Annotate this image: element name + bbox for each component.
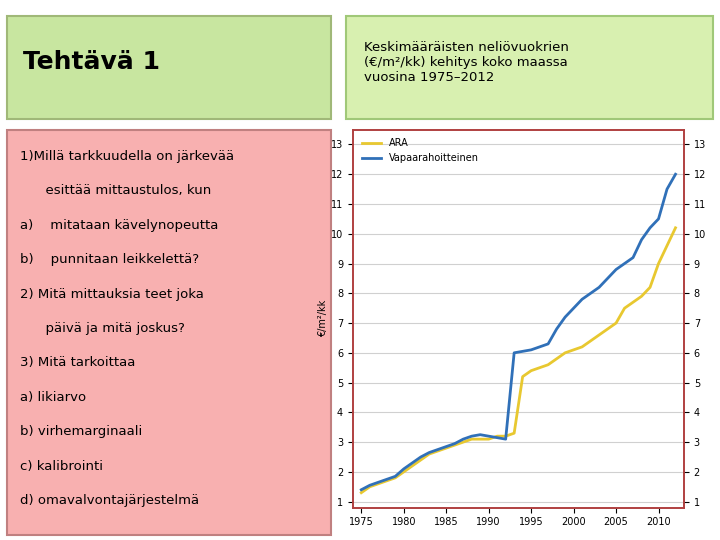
Vapaarahoitteinen bbox=[476, 431, 485, 438]
Vapaarahoitteinen bbox=[586, 290, 595, 296]
ARA bbox=[629, 299, 637, 306]
ARA bbox=[408, 463, 417, 469]
ARA bbox=[518, 373, 527, 380]
ARA bbox=[552, 355, 561, 362]
Text: a) likiarvo: a) likiarvo bbox=[20, 391, 86, 404]
Vapaarahoitteinen bbox=[493, 434, 502, 441]
ARA bbox=[382, 477, 391, 484]
ARA bbox=[493, 433, 502, 440]
FancyBboxPatch shape bbox=[346, 16, 713, 119]
ARA bbox=[416, 457, 425, 463]
ARA bbox=[637, 293, 646, 300]
ARA bbox=[425, 451, 433, 457]
ARA bbox=[374, 481, 382, 487]
FancyBboxPatch shape bbox=[7, 130, 331, 535]
Text: b)    punnitaan leikkelettä?: b) punnitaan leikkelettä? bbox=[20, 253, 199, 266]
ARA bbox=[527, 367, 536, 374]
Vapaarahoitteinen bbox=[408, 460, 417, 466]
ARA bbox=[467, 436, 476, 442]
ARA bbox=[544, 361, 552, 368]
Text: Keskimääräisten neliövuokrien
(€/m²/kk) kehitys koko maassa
vuosina 1975–2012: Keskimääräisten neliövuokrien (€/m²/kk) … bbox=[364, 41, 569, 84]
ARA bbox=[671, 225, 680, 231]
ARA bbox=[366, 483, 374, 490]
ARA bbox=[391, 475, 400, 481]
Vapaarahoitteinen bbox=[612, 266, 621, 273]
Vapaarahoitteinen bbox=[391, 473, 400, 480]
Vapaarahoitteinen bbox=[577, 296, 586, 302]
ARA bbox=[433, 448, 442, 454]
Text: Tehtävä 1: Tehtävä 1 bbox=[23, 50, 161, 75]
Vapaarahoitteinen bbox=[416, 454, 425, 460]
ARA bbox=[400, 469, 408, 475]
Vapaarahoitteinen bbox=[485, 433, 493, 440]
Vapaarahoitteinen bbox=[451, 440, 459, 447]
FancyBboxPatch shape bbox=[7, 16, 331, 119]
ARA bbox=[586, 338, 595, 344]
Line: Vapaarahoitteinen: Vapaarahoitteinen bbox=[361, 174, 675, 490]
ARA bbox=[612, 320, 621, 326]
ARA bbox=[561, 349, 570, 356]
ARA bbox=[510, 430, 518, 436]
Text: päivä ja mitä joskus?: päivä ja mitä joskus? bbox=[20, 322, 185, 335]
Text: 2) Mitä mittauksia teet joka: 2) Mitä mittauksia teet joka bbox=[20, 287, 204, 301]
Y-axis label: €/m²/kk: €/m²/kk bbox=[318, 300, 328, 337]
ARA bbox=[603, 326, 612, 332]
Vapaarahoitteinen bbox=[510, 349, 518, 356]
Vapaarahoitteinen bbox=[646, 225, 654, 231]
Vapaarahoitteinen bbox=[552, 326, 561, 332]
Line: ARA: ARA bbox=[361, 228, 675, 492]
ARA bbox=[535, 364, 544, 371]
Vapaarahoitteinen bbox=[603, 275, 612, 282]
ARA bbox=[476, 436, 485, 442]
Vapaarahoitteinen bbox=[357, 487, 366, 493]
Vapaarahoitteinen bbox=[467, 433, 476, 440]
ARA bbox=[501, 433, 510, 440]
ARA bbox=[577, 343, 586, 350]
Legend: ARA, Vapaarahoitteinen: ARA, Vapaarahoitteinen bbox=[358, 134, 482, 167]
ARA bbox=[442, 445, 451, 451]
Text: a)    mitataan kävelynopeutta: a) mitataan kävelynopeutta bbox=[20, 219, 219, 232]
Text: 3) Mitä tarkoittaa: 3) Mitä tarkoittaa bbox=[20, 356, 135, 369]
ARA bbox=[662, 242, 671, 249]
Vapaarahoitteinen bbox=[400, 465, 408, 472]
Text: d) omavalvontajärjestelmä: d) omavalvontajärjestelmä bbox=[20, 494, 199, 507]
Vapaarahoitteinen bbox=[544, 341, 552, 347]
Vapaarahoitteinen bbox=[374, 479, 382, 485]
Vapaarahoitteinen bbox=[442, 443, 451, 450]
Vapaarahoitteinen bbox=[637, 237, 646, 243]
Vapaarahoitteinen bbox=[629, 254, 637, 261]
Vapaarahoitteinen bbox=[433, 447, 442, 453]
ARA bbox=[570, 347, 578, 353]
Vapaarahoitteinen bbox=[662, 186, 671, 192]
Text: b) virhemarginaali: b) virhemarginaali bbox=[20, 426, 143, 438]
Vapaarahoitteinen bbox=[501, 436, 510, 442]
Vapaarahoitteinen bbox=[561, 314, 570, 320]
Text: esittää mittaustulos, kun: esittää mittaustulos, kun bbox=[20, 184, 212, 197]
Vapaarahoitteinen bbox=[382, 476, 391, 483]
Text: 1)Millä tarkkuudella on järkevää: 1)Millä tarkkuudella on järkevää bbox=[20, 150, 234, 163]
Vapaarahoitteinen bbox=[425, 449, 433, 456]
ARA bbox=[485, 436, 493, 442]
Text: c) kalibrointi: c) kalibrointi bbox=[20, 460, 103, 472]
Vapaarahoitteinen bbox=[620, 260, 629, 267]
ARA bbox=[654, 260, 663, 267]
Vapaarahoitteinen bbox=[671, 171, 680, 178]
ARA bbox=[451, 442, 459, 448]
ARA bbox=[357, 489, 366, 496]
ARA bbox=[620, 305, 629, 312]
Vapaarahoitteinen bbox=[654, 215, 663, 222]
Vapaarahoitteinen bbox=[570, 305, 578, 312]
ARA bbox=[595, 332, 603, 338]
Vapaarahoitteinen bbox=[527, 347, 536, 353]
Vapaarahoitteinen bbox=[535, 343, 544, 350]
ARA bbox=[459, 439, 467, 446]
Vapaarahoitteinen bbox=[595, 284, 603, 291]
ARA bbox=[646, 284, 654, 291]
Vapaarahoitteinen bbox=[366, 482, 374, 489]
Vapaarahoitteinen bbox=[518, 348, 527, 355]
Vapaarahoitteinen bbox=[459, 436, 467, 442]
